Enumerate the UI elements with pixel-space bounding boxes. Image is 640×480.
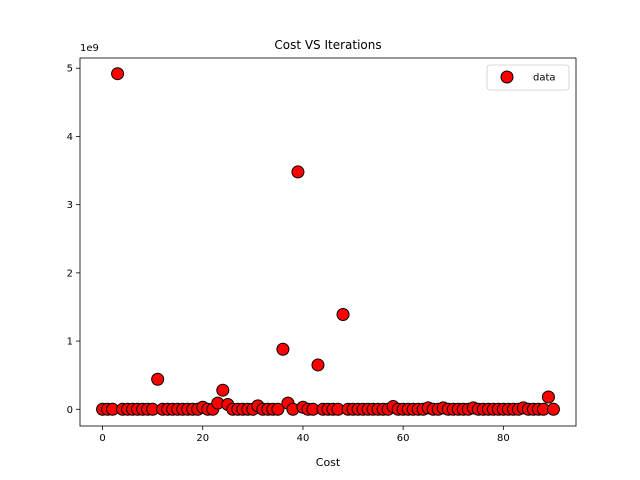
chart-title: Cost VS Iterations: [274, 38, 381, 52]
data-point: [546, 402, 560, 416]
x-tick-label: 80: [497, 433, 510, 444]
data-point: [111, 67, 125, 81]
y-tick-label: 0: [67, 405, 73, 416]
y-tick-label: 1: [67, 337, 73, 348]
y-tick-label: 4: [67, 132, 73, 143]
data-point: [311, 358, 325, 372]
legend: data: [486, 64, 570, 91]
x-tick-label: 20: [196, 433, 209, 444]
legend-label-data: data: [533, 73, 556, 84]
data-point: [291, 165, 305, 179]
data-point: [151, 372, 165, 386]
y-axis-ticks: 0 1 2 3 4 5: [67, 64, 80, 416]
legend-box: [486, 64, 570, 91]
x-axis-label: Cost: [316, 456, 341, 469]
data-point: [216, 383, 230, 397]
x-tick-label: 0: [99, 433, 105, 444]
plot-frame: [79, 57, 577, 427]
x-axis-ticks: 0 20 40 60 80: [99, 426, 510, 444]
x-tick-label: 40: [297, 433, 310, 444]
data-points: [96, 67, 560, 416]
y-tick-label: 5: [67, 64, 73, 75]
legend-marker: [500, 70, 514, 84]
data-point: [541, 390, 555, 404]
y-offset-label: 1e9: [80, 43, 99, 54]
data-point: [336, 307, 350, 321]
data-point: [271, 402, 285, 416]
y-tick-label: 3: [67, 200, 73, 211]
y-tick-label: 2: [67, 268, 73, 279]
plot-area: [80, 58, 576, 426]
data-point: [276, 342, 290, 356]
x-tick-label: 60: [397, 433, 410, 444]
